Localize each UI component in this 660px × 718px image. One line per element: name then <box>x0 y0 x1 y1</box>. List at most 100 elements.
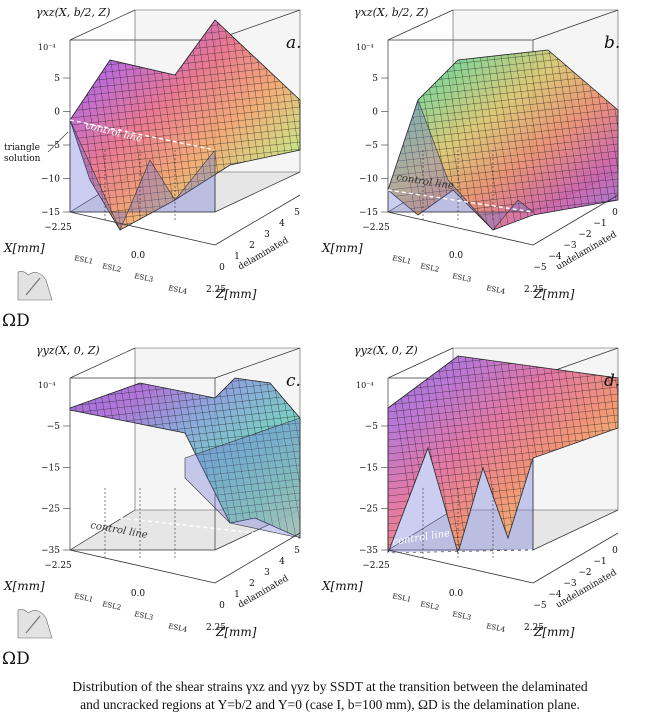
z-axis-label: γyz(X, 0, Z) <box>354 344 418 357</box>
depth-tick-label: 3 <box>264 568 270 578</box>
z-tick-label: −5 <box>365 141 379 151</box>
panel-letter: d. <box>604 371 620 391</box>
esl-label: ESL2 <box>102 262 122 274</box>
x-axis-label: X[mm] <box>321 241 363 255</box>
x-axis: X[mm]−2.250.02.25ESL1ESL2ESL3ESL4 <box>321 550 544 634</box>
depth-tick-label: −2 <box>578 230 591 240</box>
caption-line-2: and uncracked regions at Y=b/2 and Y=0 (… <box>12 696 648 714</box>
z-tick-label: −15 <box>359 463 378 473</box>
depth-tick-label: −5 <box>533 263 547 273</box>
panel-b: control lineγxz(X, b/2, Z)10⁻⁴50−5−10−15… <box>321 6 642 301</box>
depth-tick-label: 1 <box>234 252 240 262</box>
depth-tick-label: 5 <box>294 208 300 218</box>
depth-tick-label: 0 <box>612 208 618 218</box>
panel-letter: b. <box>604 33 620 53</box>
depth-axis: 012345Z[mm]delaminated <box>215 195 300 301</box>
x-axis-label: X[mm] <box>321 579 363 593</box>
z-axis-exponent: 10⁻⁴ <box>38 381 56 390</box>
z-axis-exponent: 10⁻⁴ <box>356 43 374 52</box>
omega-d-icon: ΩD <box>2 609 52 669</box>
esl-label: ESL3 <box>134 610 154 622</box>
depth-tick-label: 4 <box>279 557 285 567</box>
panel-letter: a. <box>286 33 302 53</box>
depth-axis-label: Z[mm] <box>215 625 257 639</box>
z-tick-label: 0 <box>372 108 378 118</box>
z-tick-label: −25 <box>41 505 60 515</box>
caption-line-1: Distribution of the shear strains γxz an… <box>12 678 648 696</box>
depth-tick-label: 0 <box>612 546 618 556</box>
z-tick-label: 0 <box>54 108 60 118</box>
x-tick-label: −2.25 <box>44 223 72 233</box>
annotation-label: solution <box>4 154 41 164</box>
esl-label: ESL4 <box>168 622 189 634</box>
z-axis-label: γxz(X, b/2, Z) <box>36 6 110 19</box>
z-tick-label: −5 <box>47 422 61 432</box>
depth-axis-label: Z[mm] <box>215 287 257 301</box>
depth-tick-label: −5 <box>533 601 547 611</box>
esl-label: ESL2 <box>102 600 122 612</box>
depth-tick-label: 0 <box>219 601 225 611</box>
depth-axis: 012345 Z[mm] delaminated <box>215 533 300 639</box>
depth-tick-label: 2 <box>249 241 255 251</box>
x-axis-label: X[mm] <box>3 579 45 593</box>
x-tick-label: 0.0 <box>131 589 146 599</box>
depth-axis: −5−4−3−2−10Z[mm]undelaminated <box>533 533 619 639</box>
z-tick-label: −25 <box>359 505 378 515</box>
z-axis-label: γxz(X, b/2, Z) <box>354 6 428 19</box>
depth-tick-label: −1 <box>593 219 606 229</box>
x-axis-line <box>388 550 533 583</box>
depth-tick-label: 4 <box>279 219 285 229</box>
z-tick-label: 5 <box>372 74 378 84</box>
depth-tick-label: 2 <box>249 579 255 589</box>
depth-axis-label: Z[mm] <box>533 287 575 301</box>
depth-axis-label: Z[mm] <box>533 625 575 639</box>
z-axis-label: γyz(X, 0, Z) <box>36 344 100 357</box>
esl-label: ESL3 <box>452 610 472 622</box>
esl-label: ESL4 <box>168 284 189 296</box>
esl-label: ESL3 <box>134 272 154 284</box>
esl-label: ESL2 <box>420 262 440 274</box>
z-axis-exponent: 10⁻⁴ <box>356 381 374 390</box>
z-tick-label: 5 <box>54 74 60 84</box>
depth-tick-label: 1 <box>234 590 240 600</box>
panel-letter: c. <box>286 371 301 391</box>
x-tick-label: −2.25 <box>44 561 72 571</box>
depth-tick-label: 5 <box>294 546 300 556</box>
z-tick-label: −15 <box>41 463 60 473</box>
depth-tick-label: −3 <box>563 241 577 251</box>
panel-d: control lineγyz(X, 0, Z)10⁻⁴−5−15−25−35d… <box>321 331 642 639</box>
panel-c: control lineγyz(X, 0, Z)10⁻⁴−5−15−25−35c… <box>2 344 324 669</box>
depth-tick-label: −1 <box>593 557 606 567</box>
esl-label: ESL3 <box>452 272 472 284</box>
esl-label: ESL1 <box>74 254 94 266</box>
omega-label: ΩD <box>2 311 30 331</box>
z-tick-label: −10 <box>41 175 60 185</box>
depth-tick-label: 0 <box>219 263 225 273</box>
omega-d-icon: ΩD <box>2 271 52 331</box>
x-tick-label: −2.25 <box>362 561 390 571</box>
z-tick-label: −35 <box>359 546 378 556</box>
x-axis-line <box>70 550 215 583</box>
esl-label: ESL1 <box>392 592 412 604</box>
depth-tick-label: −2 <box>578 568 591 578</box>
z-tick-label: −15 <box>41 208 60 218</box>
region-label: delaminated <box>237 574 291 611</box>
esl-label: ESL1 <box>392 254 412 266</box>
esl-label: ESL1 <box>74 592 94 604</box>
esl-label: ESL4 <box>486 622 507 634</box>
x-tick-label: 0.0 <box>449 589 464 599</box>
x-axis: X[mm]−2.250.02.25ESL1ESL2ESL3ESL4 <box>321 212 544 296</box>
esl-label: ESL2 <box>420 600 440 612</box>
omega-shape <box>18 271 52 300</box>
x-tick-label: −2.25 <box>362 223 390 233</box>
z-tick-label: −15 <box>359 208 378 218</box>
region-label: delaminated <box>237 236 291 273</box>
omega-label: ΩD <box>2 649 30 669</box>
z-tick-label: −35 <box>41 546 60 556</box>
z-axis-exponent: 10⁻⁴ <box>38 43 56 52</box>
z-tick-label: −10 <box>359 175 378 185</box>
x-tick-label: 0.0 <box>131 251 146 261</box>
panel-a: control lineγxz(X, b/2, Z)10⁻⁴50−5−10−15… <box>2 0 324 331</box>
z-tick-label: −5 <box>47 141 61 151</box>
